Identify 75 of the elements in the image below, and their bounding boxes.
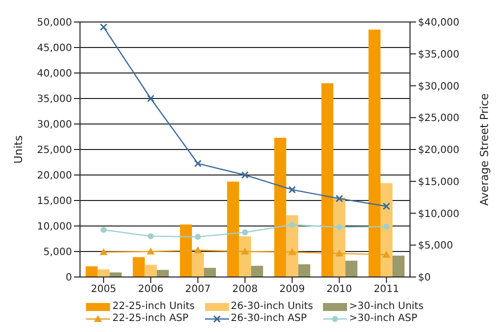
y-tick-label: 40,000 [37,68,72,80]
bar [321,83,334,277]
bar [274,138,286,277]
y-tick-label: 35,000 [37,94,72,106]
point [194,160,202,168]
y-tick-label: 50,000 [37,18,72,29]
legend-label: 22-25-inch ASP [112,313,188,324]
point [289,222,296,228]
bar [380,183,393,277]
bar [144,264,157,277]
x-tick-label: 2006 [138,284,164,296]
point [146,248,155,254]
y-axis-title: Units [12,135,25,164]
y2-tick-label: $5,000 [418,240,453,252]
bar [156,270,169,277]
x-tick-label: 2005 [90,284,116,296]
bar [98,269,110,277]
x-tick-label: 2008 [232,284,258,296]
bar [345,260,358,277]
point [242,229,248,236]
y2-tick-label: $35,000 [418,49,460,60]
point [383,224,390,230]
legend-label: 26-30-inch Units [230,301,314,312]
bar [204,268,216,277]
point [241,248,249,254]
point [146,94,154,102]
point [100,248,108,256]
y2-axis-title: Average Street Price [478,93,491,206]
point [100,226,107,233]
y2-tick-label: $40,000 [418,18,460,29]
legend-label: 22-25-inch Units [112,301,195,312]
point [100,23,108,31]
point [335,249,344,256]
y2-tick-label: $15,000 [418,176,460,188]
y-tick-label: 25,000 [37,145,72,156]
point [336,194,344,202]
x-tick-label: 2009 [279,284,305,296]
legend-label: 26-30-inch ASP [230,313,307,324]
y-tick-label: 20,000 [37,170,72,182]
point [194,246,202,254]
bar [298,264,310,277]
x-tick-label: 2011 [374,284,400,296]
point [288,248,296,256]
y2-tick-label: $20,000 [418,145,460,156]
bar [239,236,252,277]
bar [192,253,204,277]
legend-label: >30-inch Units [349,301,424,312]
point [382,250,390,258]
bar [132,257,145,277]
bar [180,224,192,277]
y-tick-label: 15,000 [37,196,72,208]
point [336,224,342,230]
x-tick-label: 2007 [185,284,211,296]
y2-tick-label: $25,000 [418,113,460,124]
point [382,202,390,210]
y-tick-label: 10,000 [37,222,72,233]
bar [333,197,346,277]
point [148,233,154,240]
bar [86,266,98,277]
x-tick-label: 2010 [326,284,352,296]
y2-tick-label: $30,000 [418,81,460,92]
bar [227,182,240,277]
y-tick-label: 5,000 [43,247,72,258]
point [241,171,249,179]
point [288,186,296,194]
point [194,234,201,240]
y-tick-label: 0 [66,272,72,284]
bar [392,256,405,277]
y2-tick-label: $10,000 [418,208,460,220]
y-tick-label: 30,000 [37,120,72,131]
y-tick-label: 45,000 [37,43,72,54]
legend-label: >30-inch ASP [349,313,418,324]
y2-tick-label: $0 [418,272,431,284]
bar [251,266,264,277]
bar [368,30,381,277]
